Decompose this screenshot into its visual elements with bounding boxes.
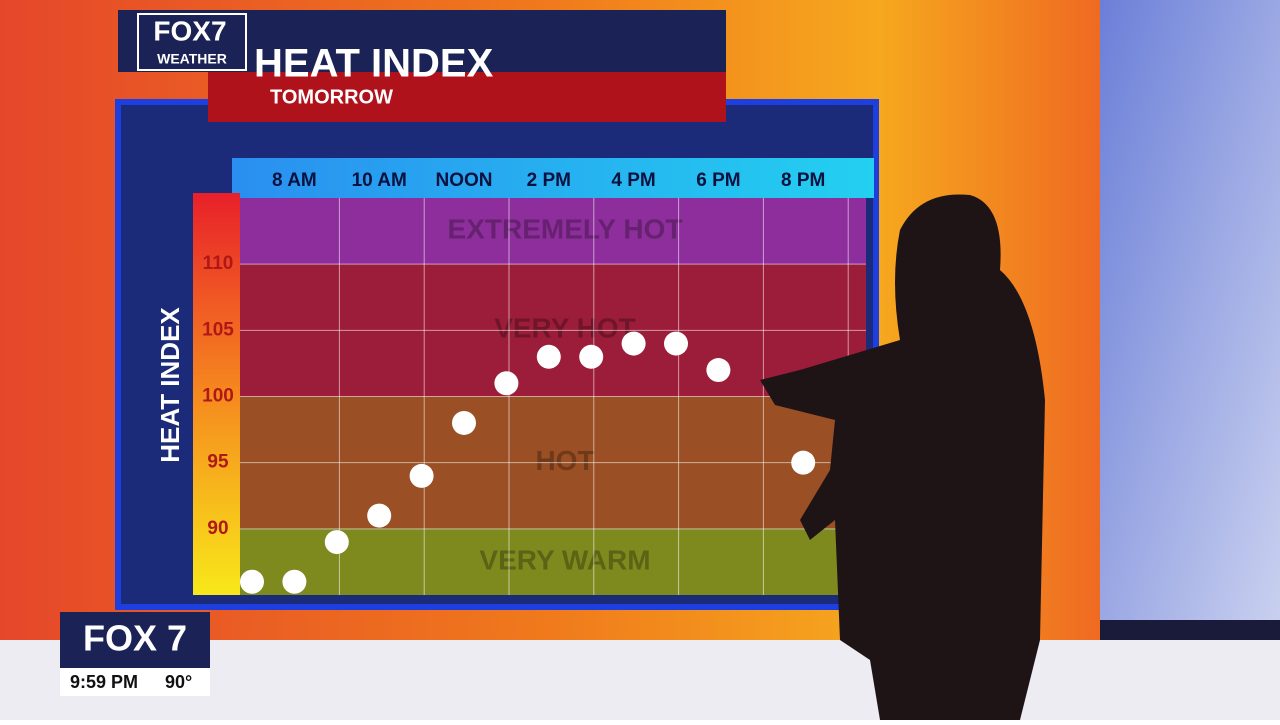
subtitle-bar [208, 72, 726, 122]
bug-info-box [60, 668, 210, 696]
logo-sub: WEATHER [157, 51, 227, 67]
point [536, 344, 561, 369]
presenter [760, 194, 1045, 720]
band-label: VERY WARM [479, 544, 650, 575]
logo: FOX7 [153, 15, 226, 46]
x-tick-label: NOON [436, 170, 493, 191]
point [282, 569, 307, 594]
point [240, 569, 264, 594]
x-tick-label: 6 PM [696, 170, 740, 191]
side-wall [1100, 0, 1280, 620]
chart-subtitle: TOMORROW [270, 86, 393, 108]
point [791, 450, 816, 475]
x-tick-label: 8 PM [781, 170, 825, 191]
bug-logo: FOX 7 [83, 618, 187, 659]
point [664, 331, 688, 356]
floor [0, 640, 1280, 720]
y-tick-label: 110 [203, 253, 234, 274]
y-axis-label: HEAT INDEX [155, 307, 185, 463]
bug-logo-box [60, 612, 210, 668]
y-tick-label: 105 [202, 319, 234, 340]
bug-time: 9:59 PM [70, 672, 138, 692]
x-tick-label: 8 AM [272, 170, 317, 191]
y-tick-label: 100 [202, 386, 234, 407]
point [324, 530, 349, 555]
x-tick-label: 4 PM [611, 170, 655, 191]
point [579, 344, 604, 369]
point [367, 503, 392, 528]
chart-title: HEAT INDEX [254, 42, 494, 86]
band [240, 198, 866, 265]
y-scale-strip [193, 193, 240, 595]
point [409, 463, 434, 488]
point [621, 331, 646, 356]
logo-box [137, 13, 247, 71]
x-tick-label: 2 PM [527, 170, 571, 191]
y-tick-label: 90 [207, 518, 228, 539]
x-header [232, 158, 874, 198]
point [706, 358, 731, 383]
band-label: EXTREMELY HOT [448, 213, 683, 244]
band-label: VERY HOT [494, 313, 636, 344]
band-label: HOT [535, 445, 594, 476]
point [494, 371, 519, 396]
point [452, 410, 476, 435]
bug-temp: 90° [165, 672, 192, 692]
x-tick-label: 10 AM [352, 170, 407, 191]
y-tick-label: 95 [207, 452, 229, 473]
